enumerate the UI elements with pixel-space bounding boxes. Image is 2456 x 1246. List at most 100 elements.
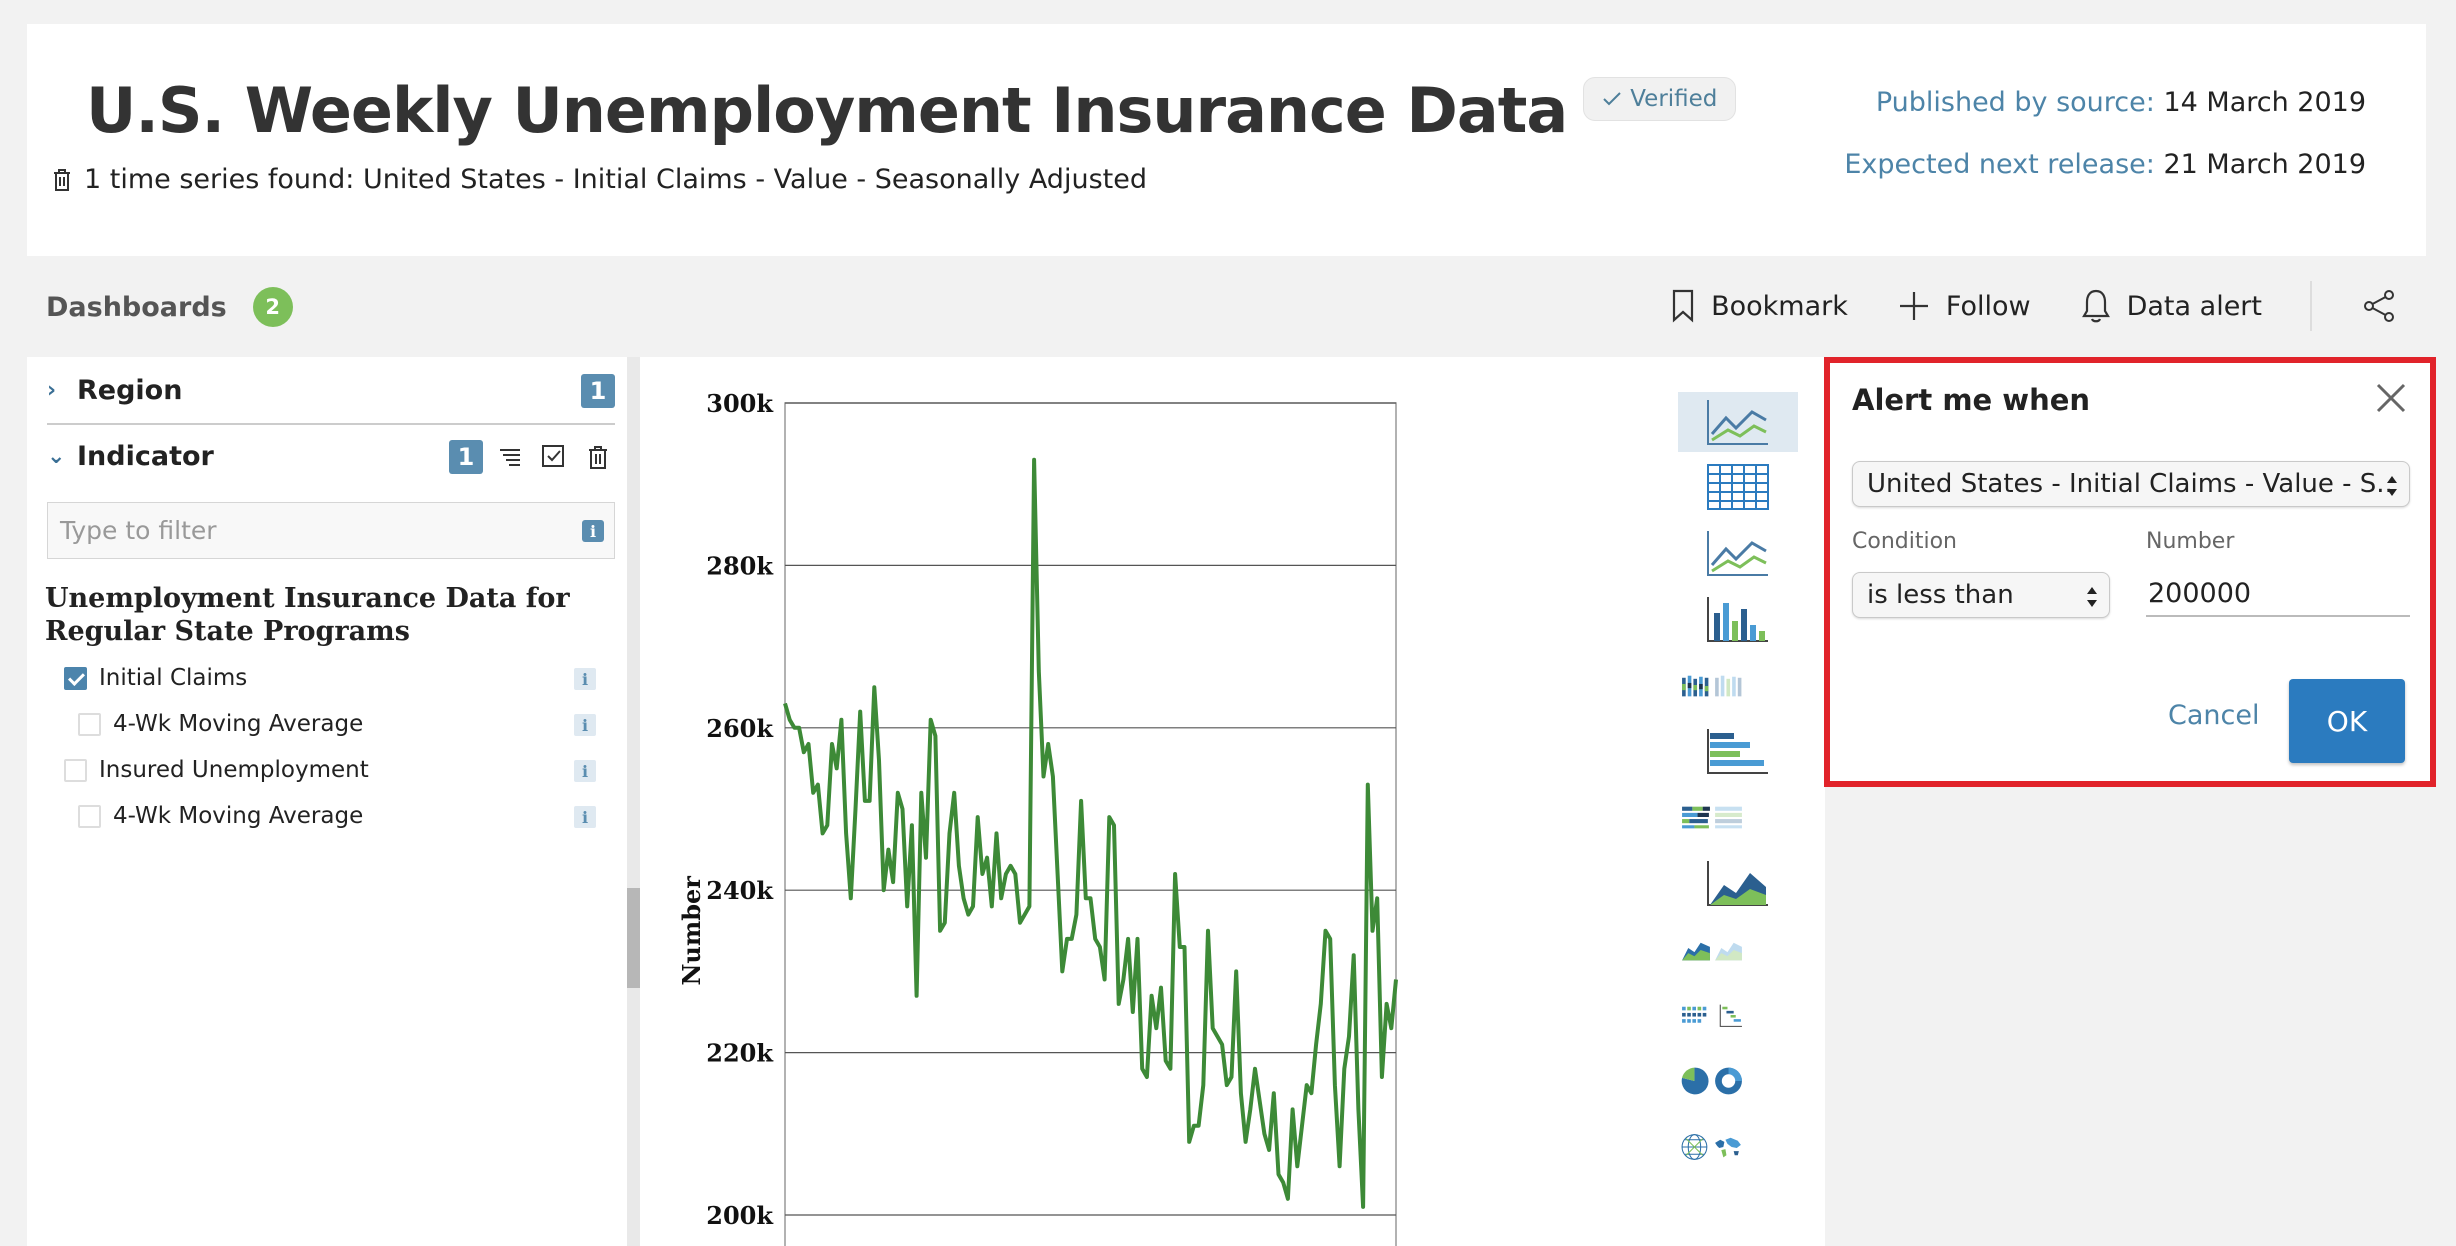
checkbox[interactable]	[78, 804, 101, 828]
series-found-text: 1 time series found: United States - Ini…	[84, 164, 1147, 195]
bell-icon	[2081, 289, 2110, 323]
chart-type-table-icon[interactable]	[1706, 457, 1770, 517]
list-item-label[interactable]: Initial Claims	[99, 665, 248, 691]
follow-label: Follow	[1945, 290, 2031, 322]
series-found: 1 time series found: United States - Ini…	[52, 164, 1147, 195]
select-all-icon[interactable]	[537, 440, 571, 474]
checkbox[interactable]	[64, 758, 87, 782]
info-icon[interactable]: i	[574, 714, 596, 736]
y-tick-label: 260k	[706, 714, 774, 743]
facet-region-label[interactable]: Region	[77, 375, 183, 406]
select-arrows-icon	[2387, 476, 2397, 496]
chart-type-stacked-bar-icon[interactable]	[1680, 655, 1744, 715]
chart-type-map-icon[interactable]	[1680, 1117, 1744, 1177]
title-row: U.S. Weekly Unemployment Insurance Data …	[86, 74, 1737, 147]
chart-type-bar-icon[interactable]	[1706, 589, 1770, 649]
list-item-4wk-ma-insured[interactable]: 4-Wk Moving Average	[78, 803, 363, 829]
data-alert-dialog: Alert me when United States - Initial Cl…	[1824, 357, 2436, 787]
y-tick-label: 280k	[706, 551, 774, 580]
share-icon	[2364, 290, 2394, 322]
follow-button[interactable]: Follow	[1898, 290, 2031, 322]
checkbox-checked[interactable]	[64, 666, 87, 690]
close-icon[interactable]	[2374, 381, 2408, 415]
condition-select-value: is less than	[1867, 580, 2014, 610]
divider	[47, 423, 615, 425]
toolbar-divider	[2310, 281, 2312, 331]
bookmark-button[interactable]: Bookmark	[1671, 289, 1848, 323]
data-alert-button[interactable]: Data alert	[2081, 288, 2262, 324]
page-header: U.S. Weekly Unemployment Insurance Data …	[27, 24, 2426, 256]
chart-type-multiline-icon[interactable]	[1706, 523, 1770, 583]
facet-region[interactable]: › Region 1	[47, 373, 615, 408]
list-item-label[interactable]: 4-Wk Moving Average	[113, 711, 364, 737]
y-tick-label: 220k	[706, 1039, 774, 1068]
chart-type-line-icon[interactable]	[1678, 392, 1798, 452]
number-input[interactable]	[2146, 571, 2410, 617]
list-item-insured-unemployment[interactable]: Insured Unemployment	[64, 757, 369, 783]
ok-button[interactable]: OK	[2289, 679, 2405, 763]
trash-icon[interactable]	[52, 168, 72, 192]
bookmark-icon	[1673, 289, 1694, 323]
chart-type-stacked-area-icon[interactable]	[1680, 919, 1744, 979]
chart-area: 300k 280k 260k 240k 220k 200k Number	[640, 357, 1825, 1246]
dialog-title: Alert me when	[1852, 383, 2091, 417]
y-tick-label: 240k	[706, 876, 774, 905]
series-select[interactable]: United States - Initial Claims - Value -…	[1852, 461, 2410, 507]
dashboards-count: 2	[252, 287, 293, 327]
data-alert-label: Data alert	[2126, 290, 2262, 322]
checkbox[interactable]	[78, 712, 101, 736]
y-tick-label: 200k	[706, 1201, 774, 1230]
plus-icon	[1899, 292, 1928, 320]
check-icon	[1603, 91, 1621, 105]
dashboards-label[interactable]: Dashboards	[46, 291, 227, 323]
info-icon[interactable]: i	[574, 806, 596, 828]
chart-type-pie-icon[interactable]	[1680, 1051, 1744, 1111]
verified-badge: Verified	[1583, 76, 1737, 121]
number-label: Number	[2146, 529, 2235, 554]
indicator-group-title: Unemployment Insurance Data for Regular …	[45, 583, 570, 647]
action-toolbar: Bookmark Follow Data alert	[1621, 278, 2396, 334]
y-tick-label: 300k	[706, 389, 774, 418]
bookmark-label: Bookmark	[1711, 290, 1848, 322]
list-item-label[interactable]: 4-Wk Moving Average	[113, 803, 364, 829]
filter-placeholder: Type to filter	[60, 516, 217, 545]
filter-input[interactable]: Type to filter i	[47, 502, 615, 559]
scrollbar-thumb[interactable]	[627, 888, 640, 988]
select-arrows-icon	[2087, 587, 2097, 607]
list-item-label[interactable]: Insured Unemployment	[99, 757, 369, 783]
line-chart: 300k 280k 260k 240k 220k 200k Number	[677, 389, 1398, 1246]
sort-list-icon[interactable]	[493, 440, 527, 474]
dashboards-link[interactable]: Dashboards 2	[46, 287, 293, 327]
verified-label: Verified	[1630, 85, 1718, 112]
chart-type-heatmap-icon[interactable]	[1680, 985, 1744, 1045]
published-date: 14 March 2019	[2163, 87, 2366, 118]
chart-type-horizontal-bar-icon[interactable]	[1706, 721, 1770, 781]
info-icon[interactable]: i	[574, 668, 596, 690]
next-release-label: Expected next release:	[1844, 149, 2155, 180]
filter-panel: › Region 1 ⌄ Indicator 1 Type to filter …	[27, 357, 627, 1246]
chevron-down-icon[interactable]: ⌄	[47, 444, 66, 469]
chevron-right-icon[interactable]: ›	[47, 378, 57, 403]
scrollbar-track[interactable]	[627, 357, 640, 1246]
region-count-badge: 1	[581, 373, 615, 408]
series-line-initial-claims[interactable]	[783, 457, 1398, 1209]
y-axis-label: Number	[677, 876, 706, 986]
list-item-4wk-ma[interactable]: 4-Wk Moving Average	[78, 711, 363, 737]
clear-trash-icon[interactable]	[581, 440, 615, 474]
info-icon[interactable]: i	[574, 760, 596, 782]
share-button[interactable]	[2362, 289, 2396, 323]
next-release-date: 21 March 2019	[2163, 149, 2366, 180]
facet-indicator-label[interactable]: Indicator	[77, 441, 214, 472]
info-icon[interactable]: i	[582, 520, 604, 542]
facet-indicator[interactable]: ⌄ Indicator 1	[47, 439, 615, 474]
chart-type-stacked-horizontal-icon[interactable]	[1680, 787, 1744, 847]
release-info: Published by source: 14 March 2019 Expec…	[1844, 72, 2366, 196]
list-item-initial-claims[interactable]: Initial Claims	[64, 665, 247, 691]
condition-select[interactable]: is less than	[1852, 572, 2110, 618]
series-select-value: United States - Initial Claims - Value -…	[1867, 469, 2393, 499]
page-title: U.S. Weekly Unemployment Insurance Data	[86, 74, 1568, 147]
condition-label: Condition	[1852, 529, 1957, 554]
published-label: Published by source:	[1875, 87, 2155, 118]
chart-type-area-icon[interactable]	[1706, 853, 1770, 913]
cancel-button[interactable]: Cancel	[2168, 700, 2260, 731]
